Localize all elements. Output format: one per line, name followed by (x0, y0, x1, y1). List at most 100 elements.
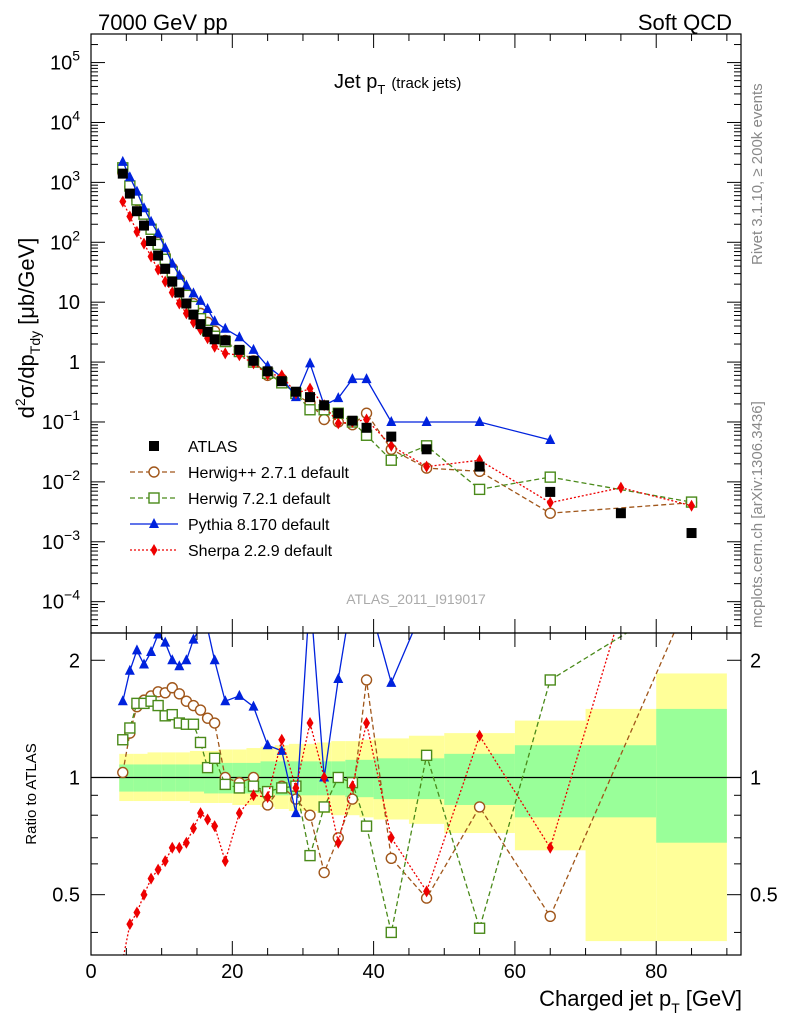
series-3-point-9 (181, 279, 192, 290)
chart-title-note: (track jets) (391, 75, 461, 92)
ratio-2-point-15 (234, 689, 245, 700)
series-3-point-25 (386, 415, 397, 426)
ratio-2-point-2 (131, 644, 142, 655)
y-axis-label: d2σ/dpTdy [μb/GeV] (12, 238, 43, 419)
series-0-point-22 (333, 408, 344, 419)
series-3-point-5 (153, 227, 164, 238)
ratio-1-point-15 (233, 782, 246, 794)
ratio-3-point-24 (363, 717, 371, 730)
series-0-point-19 (290, 386, 301, 397)
header-left-label: 7000 GeV pp (98, 10, 228, 35)
series-3-point-0 (117, 155, 128, 166)
ratio-0-point-28 (544, 910, 556, 923)
ratio-2-point-10 (188, 633, 199, 644)
ratio-2-point-14 (220, 695, 231, 706)
ratio-1-point-11 (194, 736, 207, 749)
ratio-series-3 (123, 633, 616, 955)
series-0-point-13 (209, 334, 220, 345)
series-4-point-7 (168, 286, 176, 299)
series-0-point-20 (305, 392, 316, 403)
series-2-point-27 (473, 483, 486, 496)
ratio-panel-band (91, 673, 741, 942)
y-label-unit: [μb/GeV] (14, 238, 39, 325)
y-tick-label-7: 10−2 (42, 467, 80, 494)
series-0-point-9 (181, 298, 192, 309)
series-0-point-3 (138, 220, 149, 231)
band-inner-22 (585, 745, 657, 818)
series-3-point-13 (209, 315, 220, 326)
legend-label-1: Herwig++ 2.7.1 default (188, 465, 350, 482)
header-right-label: Soft QCD (638, 10, 732, 35)
ratio-1-point-13 (208, 752, 221, 765)
ratio-2-point-16 (248, 700, 259, 711)
band-inner-21 (514, 745, 586, 818)
series-2-point-28 (544, 471, 556, 483)
series-4-point-1 (126, 210, 134, 223)
series-4-point-0 (119, 195, 127, 208)
series-4-point-25 (387, 439, 395, 452)
series-3-point-20 (305, 357, 316, 368)
ratio-y-axis-label: Ratio to ATLAS (23, 743, 40, 844)
series-0-point-27 (474, 461, 485, 472)
ratio-tick-label-right-1: 1 (750, 767, 761, 789)
ratio-1-point-28 (544, 674, 556, 686)
ratio-3-point-17 (264, 791, 272, 804)
series-3-point-26 (421, 415, 432, 426)
y-tick-base-3: 10 (50, 232, 72, 254)
mcplots-url-label: mcplots.cern.ch [arXiv:1306.3436] (749, 401, 766, 628)
y-tick-base-0: 10 (50, 53, 72, 75)
ratio-1-point-26 (420, 749, 433, 762)
band-inner-17 (359, 759, 374, 798)
series-0-point-2 (131, 206, 142, 217)
ratio-tick-label-right-0: 2 (750, 650, 761, 672)
series-3-point-12 (202, 302, 213, 313)
series-0-point-30 (686, 528, 697, 539)
y-tick-exp-1: 4 (72, 107, 80, 123)
series-0-point-8 (174, 287, 185, 298)
y-tick-label-1: 104 (50, 107, 80, 134)
ratio-0-point-8 (173, 688, 186, 700)
series-4-point-9 (182, 307, 190, 320)
ratio-panel-series (117, 633, 675, 955)
x-label-main: Charged jet p (539, 986, 671, 1011)
ratio-1-point-1 (124, 722, 136, 734)
series-4-point-8 (175, 297, 183, 310)
series-0-point-17 (262, 366, 273, 377)
ratio-tick-label-0: 2 (69, 650, 80, 672)
ratio-2-point-5 (153, 633, 164, 639)
series-2-point-20 (304, 404, 316, 416)
series-3-point-28 (545, 434, 556, 445)
ratio-series-1 (117, 633, 628, 939)
y-tick-exp-6: −1 (64, 407, 80, 423)
chart-title-main: Jet p (334, 71, 377, 93)
ratio-3-point-2 (133, 906, 141, 919)
legend-label-0: ATLAS (188, 439, 238, 456)
series-4-point-22 (334, 417, 342, 430)
series-3-point-6 (160, 242, 171, 253)
series-3-point-27 (474, 415, 485, 426)
series-4-point-2 (133, 225, 141, 238)
ratio-0-point-24 (360, 674, 373, 686)
series-3-point-24 (361, 373, 372, 384)
ratio-1-point-10 (187, 718, 200, 730)
legend-entry-0: ATLAS (149, 439, 238, 456)
ratio-1-point-22 (332, 771, 344, 784)
ratio-3-point-26 (423, 885, 431, 898)
ratio-3-point-22 (334, 836, 342, 849)
series-3-point-15 (234, 331, 245, 342)
ratio-2-point-4 (146, 646, 157, 657)
ratio-tick-label-2: 0.5 (52, 885, 80, 907)
y-tick-label-5: 1 (69, 352, 80, 374)
y-tick-label-8: 10−3 (42, 527, 80, 554)
y-tick-base-2: 10 (50, 172, 72, 194)
y-tick-label-0: 105 (50, 48, 80, 75)
legend-marker-3 (149, 518, 159, 528)
series-0-point-18 (276, 376, 287, 387)
x-axis-label: Charged jet pT [GeV] (539, 986, 742, 1016)
y-tick-base-8: 10 (42, 532, 64, 554)
y-label-d: d (14, 406, 39, 418)
series-4-point-29 (617, 481, 625, 494)
ratio-3-point-5 (154, 863, 162, 876)
legend-marker-2 (148, 492, 160, 504)
